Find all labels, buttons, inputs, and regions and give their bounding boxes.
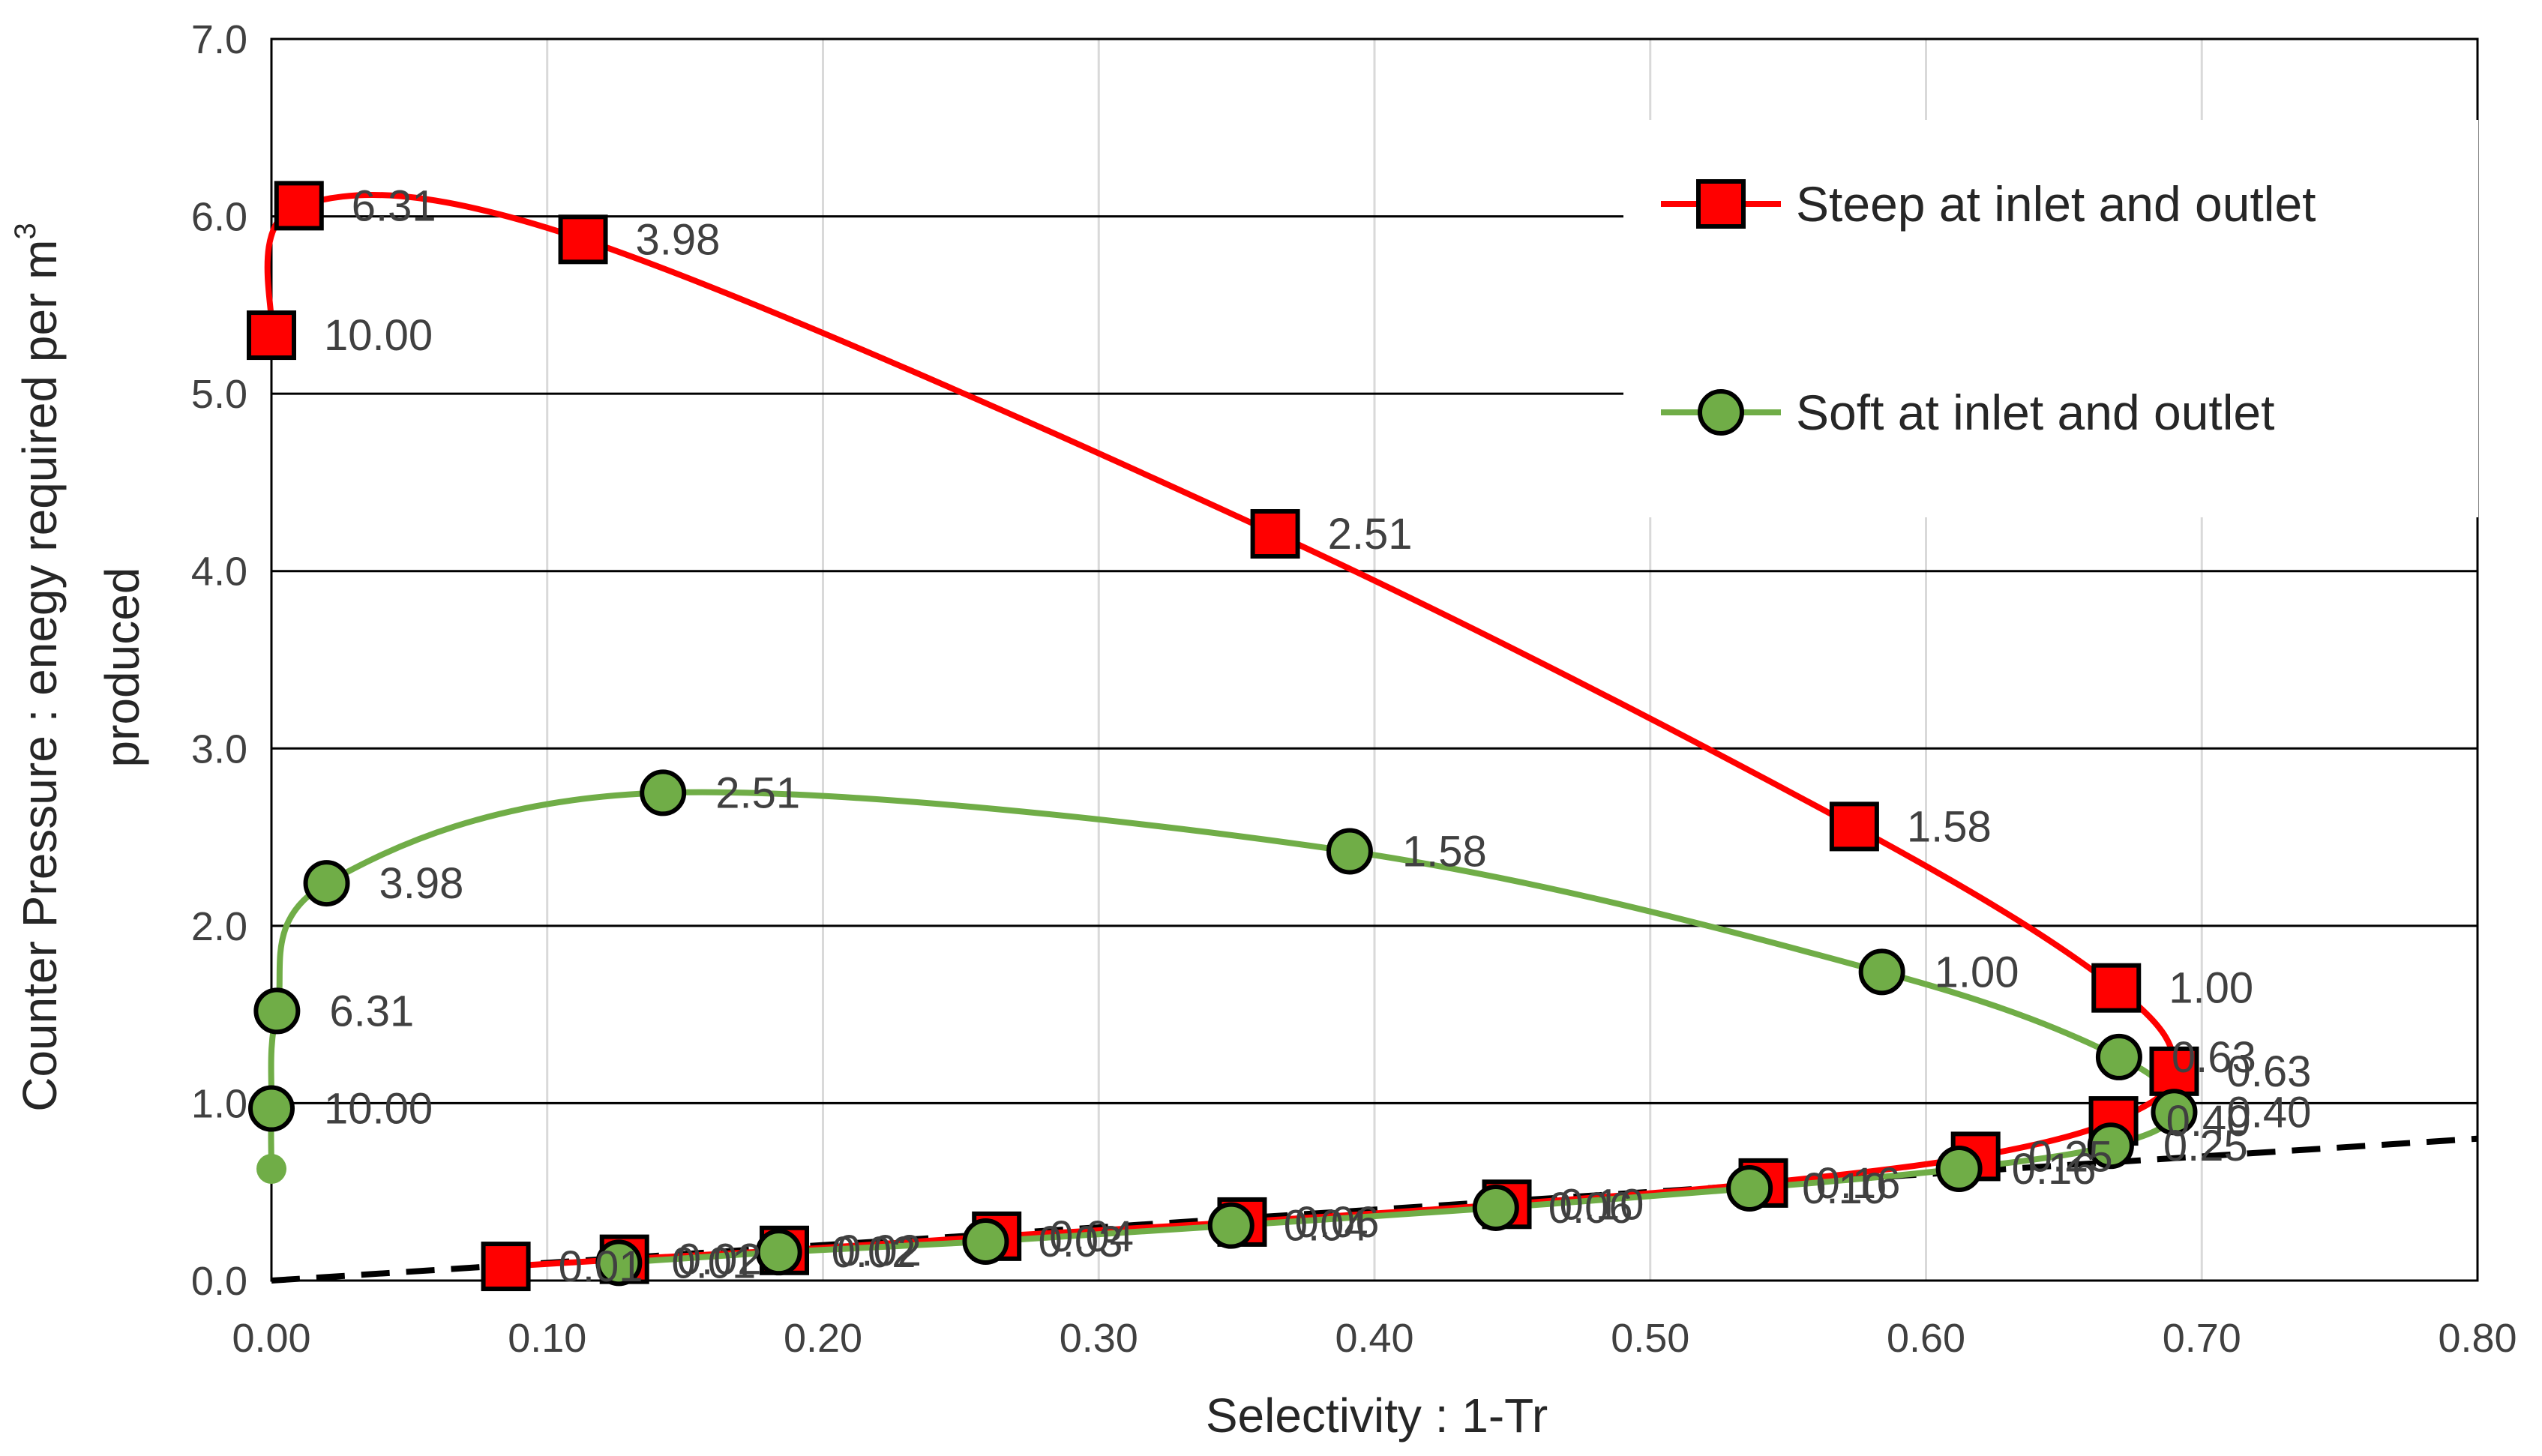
y-axis-title-line1: Counter Pressure : enegy required per m3: [9, 223, 67, 1112]
legend-box: [1623, 120, 2478, 517]
data-label: 1.00: [1935, 948, 2019, 996]
data-label: 0.16: [2012, 1145, 2097, 1194]
data-label: 0.01: [671, 1239, 756, 1287]
data-point-square: [1829, 801, 1879, 852]
y-tick-label: 7.0: [191, 17, 247, 62]
y-tick-label: 6.0: [191, 195, 247, 240]
data-point-circle: [2087, 1122, 2134, 1170]
data-label: 3.98: [379, 859, 464, 908]
data-label: 0.10: [1802, 1164, 1887, 1213]
legend-marker-square: [1696, 179, 1746, 229]
y-axis-title-superscript: 3: [9, 223, 42, 239]
data-label: 0.04: [1049, 1212, 1134, 1261]
x-tick-label: 0.60: [1887, 1316, 1965, 1361]
y-tick-label: 2.0: [191, 904, 247, 949]
data-label: 0.02: [837, 1227, 922, 1275]
y-tick-label: 4.0: [191, 550, 247, 595]
y-tick-label: 0.0: [191, 1259, 247, 1304]
data-labels: 0.01 0.02 0.02 0.04 0.06 0.10 0.160.250.400.63…: [324, 181, 2311, 1291]
y-axis-title-main: Counter Pressure : enegy required per m: [13, 240, 67, 1112]
data-label: 0.25: [2028, 1132, 2113, 1181]
data-label: 0.16: [1816, 1159, 1901, 1208]
data-label: 0.25: [2163, 1122, 2248, 1170]
data-label: 1.58: [1907, 802, 1992, 851]
data-point-square: [247, 310, 296, 361]
data-point-circle: [595, 1239, 643, 1287]
data-label: 0.02: [832, 1228, 916, 1277]
plot-frame: [270, 37, 2479, 1282]
x-tick-label: 0.00: [232, 1316, 310, 1361]
legend: Steep at inlet and outlet Soft at inlet a…: [1623, 120, 2478, 517]
data-label: 0.10: [1560, 1180, 1644, 1229]
data-label: 0.04: [1284, 1202, 1368, 1251]
data-label: 3.98: [636, 215, 721, 264]
data-point-circle: [2151, 1089, 2198, 1136]
data-label: 1.58: [1402, 827, 1487, 876]
legend-label: Soft at inlet and outlet: [1796, 385, 2274, 440]
x-tick-label: 0.40: [1335, 1316, 1413, 1361]
y-axis-title-second: produced: [95, 568, 149, 768]
data-point-circle: [248, 1085, 295, 1132]
data-point-square: [1250, 509, 1300, 559]
data-label: 1.00: [2169, 964, 2253, 1013]
data-label: 0.40: [2226, 1088, 2311, 1137]
data-point-circle: [253, 987, 301, 1035]
data-point-circle: [640, 769, 687, 816]
data-point-circle: [1935, 1145, 1983, 1192]
data-label: 0.40: [2166, 1097, 2251, 1146]
data-point-circle: [2095, 1033, 2142, 1080]
data-label: 6.31: [329, 987, 414, 1035]
x-axis-title: Selectivity : 1-Tr: [1206, 1389, 1548, 1443]
data-point-square: [2091, 963, 2142, 1013]
data-label: 0.02: [677, 1236, 762, 1284]
y-tick-label: 1.0: [191, 1081, 247, 1126]
data-point-circle: [1207, 1202, 1255, 1249]
data-label: 0.01: [559, 1242, 643, 1291]
data-point-circle: [1326, 828, 1373, 875]
data-label: 0.06: [1548, 1184, 1633, 1233]
data-label: 10.00: [324, 1085, 433, 1134]
series-end-dot: [256, 1153, 286, 1184]
data-point-circle: [303, 860, 350, 907]
data-point-square: [2149, 1046, 2199, 1096]
x-tick-label: 0.10: [508, 1316, 586, 1361]
data-label: 0.03: [1038, 1218, 1123, 1266]
axes: [270, 37, 2479, 1282]
series-markers: [247, 181, 2199, 1292]
data-label: 2.51: [715, 768, 800, 817]
data-label: 2.51: [1328, 510, 1413, 559]
data-point-circle: [1472, 1185, 1519, 1232]
data-point-square: [481, 1242, 531, 1292]
data-label: 10.00: [324, 311, 433, 360]
y-axis-title: Counter Pressure : enegy required per m3: [9, 223, 67, 1112]
data-point-circle: [1726, 1164, 1773, 1212]
x-tick-label: 0.70: [2163, 1316, 2241, 1361]
data-label: 0.63: [2172, 1033, 2256, 1082]
x-tick-label: 0.30: [1060, 1316, 1138, 1361]
data-label: 0.06: [1294, 1198, 1379, 1247]
legend-marker-circle: [1698, 389, 1744, 436]
legend-label: Steep at inlet and outlet: [1796, 176, 2316, 232]
data-point-circle: [1858, 948, 1905, 996]
y-axis-title-line2: produced: [95, 568, 149, 768]
data-point-square: [274, 181, 324, 231]
y-tick-label: 5.0: [191, 372, 247, 417]
data-point-circle: [755, 1229, 802, 1276]
tick-labels: 0.00 0.10 0.20 0.30 0.40 0.50 0.60 0.70 0.800.01…: [191, 17, 2517, 1361]
data-point-circle: [962, 1218, 1009, 1265]
data-label: 0.63: [2226, 1047, 2311, 1096]
y-tick-label: 3.0: [191, 727, 247, 771]
x-tick-label: 0.20: [784, 1316, 862, 1361]
x-tick-label: 0.80: [2438, 1316, 2517, 1361]
data-label: 6.31: [352, 181, 436, 230]
data-point-square: [558, 214, 608, 265]
x-tick-label: 0.50: [1611, 1316, 1689, 1361]
